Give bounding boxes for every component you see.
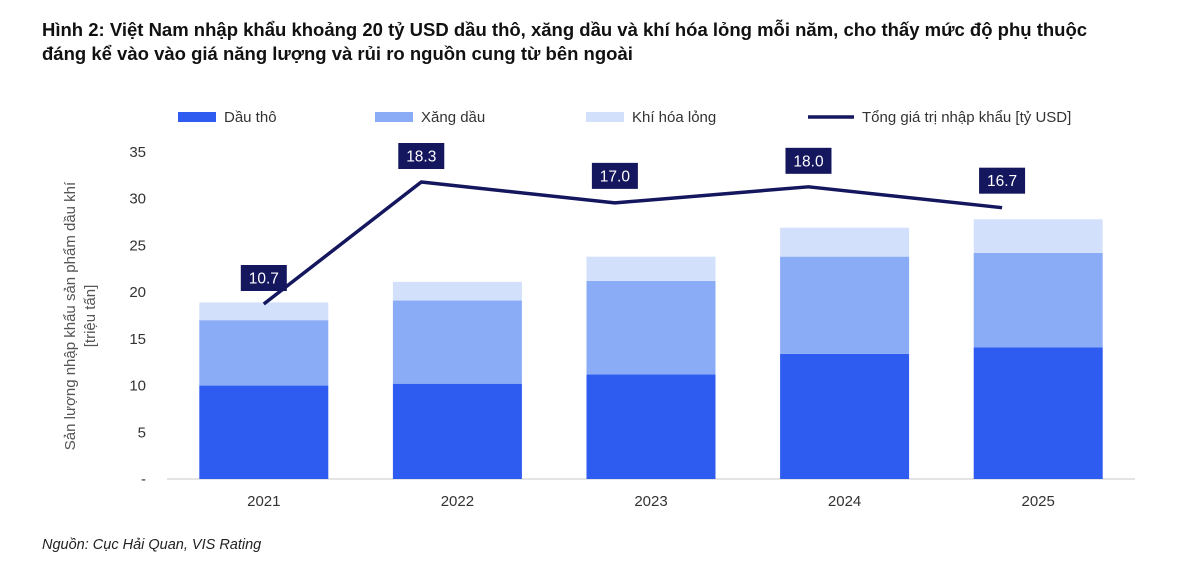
- legend-swatch: [178, 112, 216, 122]
- legend-label: Tổng giá trị nhập khẩu [tỷ USD]: [862, 109, 1071, 126]
- bar-segment: [392, 300, 522, 384]
- source-note: Nguồn: Cục Hải Quan, VIS Rating: [42, 537, 262, 553]
- bar-segment: [586, 280, 716, 375]
- legend-label: Xăng dầu: [421, 109, 485, 126]
- y-tick-label: 5: [138, 424, 146, 441]
- y-axis-title-line-2: [triệu tấn]: [82, 285, 99, 348]
- chart-title: Hình 2: Việt Nam nhập khẩu khoảng 20 tỷ …: [42, 18, 1172, 66]
- y-tick-label: -: [141, 471, 146, 488]
- data-label: 10.7: [249, 271, 279, 288]
- data-label-box: [398, 143, 445, 169]
- x-tick-label: 2023: [634, 493, 667, 510]
- legend-swatch: [375, 112, 413, 122]
- x-tick-label: 2022: [441, 493, 474, 510]
- y-tick-label: 15: [129, 331, 146, 348]
- x-tick-label: 2024: [828, 493, 861, 510]
- data-label: 18.3: [406, 149, 436, 166]
- data-label-box: [591, 162, 638, 189]
- bar-segment: [392, 281, 522, 301]
- legend-label: Dầu thô: [224, 109, 277, 126]
- bar-segment: [780, 227, 910, 257]
- bar-segment: [973, 219, 1103, 253]
- bar-segment: [780, 353, 910, 479]
- y-axis-title-line-1: Sản lượng nhập khẩu sản phẩm dầu khí: [62, 181, 79, 450]
- data-label-box: [979, 167, 1026, 194]
- bar-segment: [199, 320, 329, 386]
- y-tick-label: 20: [129, 284, 146, 301]
- data-label: 17.0: [600, 168, 631, 185]
- x-tick-label: 2025: [1022, 493, 1055, 510]
- x-tick-label: 2021: [247, 493, 280, 510]
- chart-title-line-2: đáng kể vào vào giá năng lượng và rủi ro…: [42, 43, 633, 64]
- y-tick-label: 25: [129, 237, 146, 254]
- y-tick-label: 30: [129, 191, 146, 208]
- bar-segment: [199, 302, 329, 321]
- chart-title-line-1: Hình 2: Việt Nam nhập khẩu khoảng 20 tỷ …: [42, 19, 1088, 40]
- legend-swatch: [586, 112, 624, 122]
- bar-segment: [199, 385, 329, 479]
- data-label: 16.7: [987, 173, 1017, 190]
- y-tick-label: 35: [129, 144, 146, 161]
- data-label: 18.0: [793, 153, 824, 170]
- bar-segment: [586, 256, 716, 281]
- legend-label: Khí hóa lỏng: [632, 109, 716, 126]
- bar-segment: [392, 383, 522, 479]
- bar-segment: [586, 374, 716, 479]
- data-label-box: [240, 265, 287, 291]
- y-tick-label: 10: [129, 378, 146, 395]
- bar-segment: [973, 347, 1103, 479]
- data-label-box: [785, 147, 832, 174]
- bar-segment: [780, 256, 910, 354]
- total-value-line: [262, 180, 1003, 306]
- bar-segment: [973, 252, 1103, 348]
